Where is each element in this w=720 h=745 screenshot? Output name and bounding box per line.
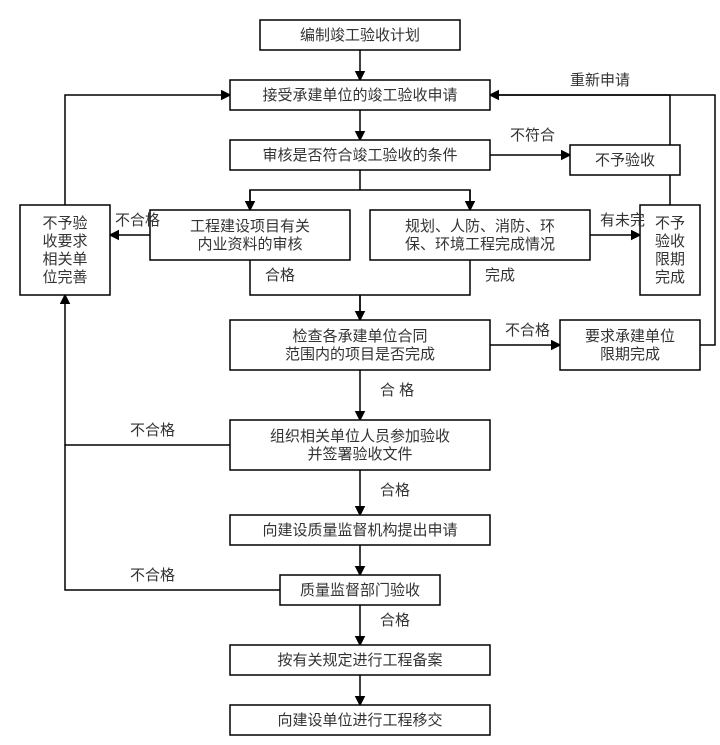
edge-label-11: 合格 xyxy=(380,612,410,629)
flowchart: 编制竣工验收计划接受承建单位的竣工验收申请审核是否符合竣工验收的条件不予验收工程… xyxy=(0,0,720,745)
edge-label-4: 合格 xyxy=(265,267,295,284)
edge-label-10: 不合格 xyxy=(130,567,175,584)
edge-label-8: 不合格 xyxy=(130,422,175,439)
node-text: 相关单 xyxy=(42,251,87,268)
edge-label-3: 有未完 xyxy=(600,212,645,229)
node-text: 工程建设项目有关 xyxy=(190,218,310,235)
node-text: 保、环境工程完成情况 xyxy=(405,235,555,253)
node-n3: 审核是否符合竣工验收的条件 xyxy=(230,140,490,170)
node-text: 向建设单位进行工程移交 xyxy=(277,711,442,729)
node-n13: 质量监督部门验收 xyxy=(280,575,440,605)
node-text: 限期 xyxy=(655,251,685,268)
node-n9: 检查各承建单位合同范围内的项目是否完成 xyxy=(230,320,490,370)
node-text: 检查各承建单位合同 xyxy=(292,328,427,345)
node-text: 不予验收 xyxy=(595,152,655,169)
node-text: 并签署验收文件 xyxy=(307,446,412,463)
node-text: 不予验 xyxy=(42,215,87,232)
edge-label-6: 不合格 xyxy=(505,322,550,339)
edge-label-5: 完成 xyxy=(485,267,515,284)
edge-label-9: 合格 xyxy=(380,482,410,499)
edge-label-2: 不合格 xyxy=(115,212,160,229)
node-n7: 不予验收要求相关单位完善 xyxy=(20,205,110,295)
node-n15: 向建设单位进行工程移交 xyxy=(230,705,490,735)
edge-7 xyxy=(65,95,230,205)
edge-label-0: 重新申请 xyxy=(570,72,630,89)
node-text: 向建设质量监督机构提出申请 xyxy=(262,522,457,539)
node-n5: 工程建设项目有关内业资料的审核 xyxy=(150,210,350,260)
node-n4: 不予验收 xyxy=(570,145,680,175)
node-text: 验收 xyxy=(655,233,685,250)
node-text: 不予 xyxy=(655,215,685,232)
node-text: 审核是否符合竣工验收的条件 xyxy=(262,147,457,164)
node-text: 规划、人防、消防、环 xyxy=(405,218,555,235)
node-text: 限期完成 xyxy=(600,346,660,363)
node-text: 收要求 xyxy=(42,233,87,250)
node-text: 质量监督部门验收 xyxy=(300,582,420,599)
node-n10: 要求承建单位限期完成 xyxy=(560,320,700,370)
node-n11: 组织相关单位人员参加验收并签署验收文件 xyxy=(230,420,490,470)
edge-label-1: 不符合 xyxy=(510,127,555,144)
node-text: 位完善 xyxy=(42,269,87,286)
edge-2 xyxy=(250,170,470,210)
node-n6: 规划、人防、消防、环保、环境工程完成情况 xyxy=(370,210,590,260)
edge-label-7: 合 格 xyxy=(380,382,414,399)
node-n8: 不予验收限期完成 xyxy=(640,205,700,295)
node-n12: 向建设质量监督机构提出申请 xyxy=(230,515,490,545)
node-text: 编制竣工验收计划 xyxy=(300,27,420,44)
node-text: 接受承建单位的竣工验收申请 xyxy=(262,87,457,104)
node-text: 范围内的项目是否完成 xyxy=(285,346,435,363)
node-text: 内业资料的审核 xyxy=(197,236,302,253)
node-n14: 按有关规定进行工程备案 xyxy=(230,645,490,675)
node-text: 组织相关单位人员参加验收 xyxy=(270,428,450,445)
node-text: 完成 xyxy=(655,269,685,286)
node-text: 按有关规定进行工程备案 xyxy=(277,651,442,669)
node-text: 要求承建单位 xyxy=(585,328,675,345)
node-n1: 编制竣工验收计划 xyxy=(260,20,460,50)
node-n2: 接受承建单位的竣工验收申请 xyxy=(230,80,490,110)
